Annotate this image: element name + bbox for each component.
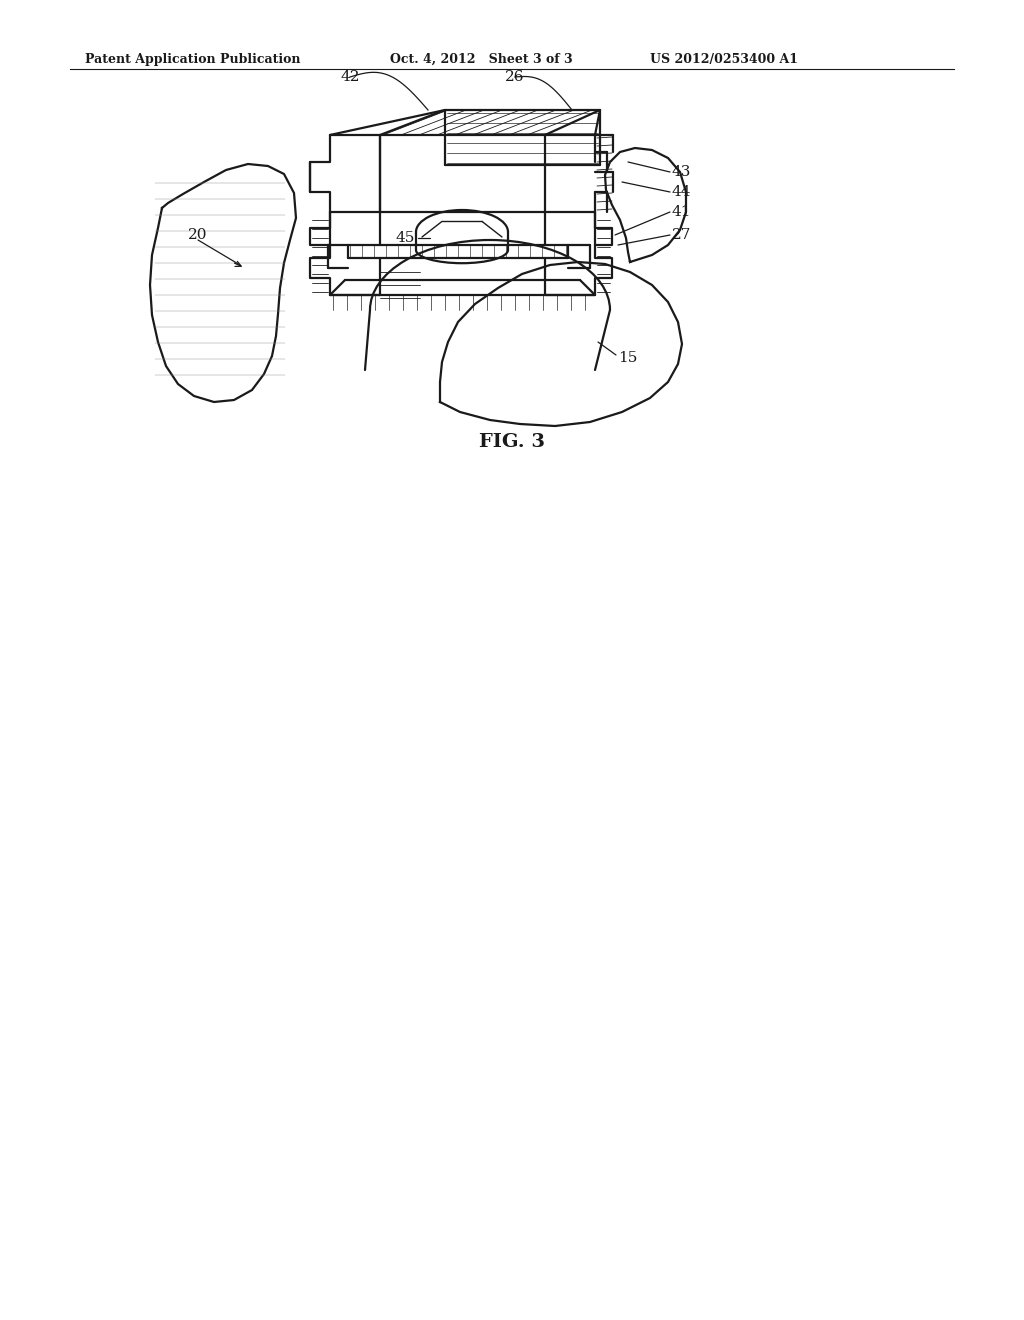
Text: 41: 41 bbox=[672, 205, 691, 219]
Text: 27: 27 bbox=[672, 228, 691, 242]
Text: 42: 42 bbox=[340, 70, 359, 84]
Text: 26: 26 bbox=[505, 70, 524, 84]
Text: 15: 15 bbox=[618, 351, 637, 366]
Text: US 2012/0253400 A1: US 2012/0253400 A1 bbox=[650, 53, 798, 66]
Text: FIG. 3: FIG. 3 bbox=[479, 433, 545, 451]
Text: Oct. 4, 2012   Sheet 3 of 3: Oct. 4, 2012 Sheet 3 of 3 bbox=[390, 53, 572, 66]
Text: Patent Application Publication: Patent Application Publication bbox=[85, 53, 300, 66]
Text: 44: 44 bbox=[672, 185, 691, 199]
Text: 45: 45 bbox=[395, 231, 415, 246]
Text: 43: 43 bbox=[672, 165, 691, 180]
Text: 20: 20 bbox=[188, 228, 208, 242]
